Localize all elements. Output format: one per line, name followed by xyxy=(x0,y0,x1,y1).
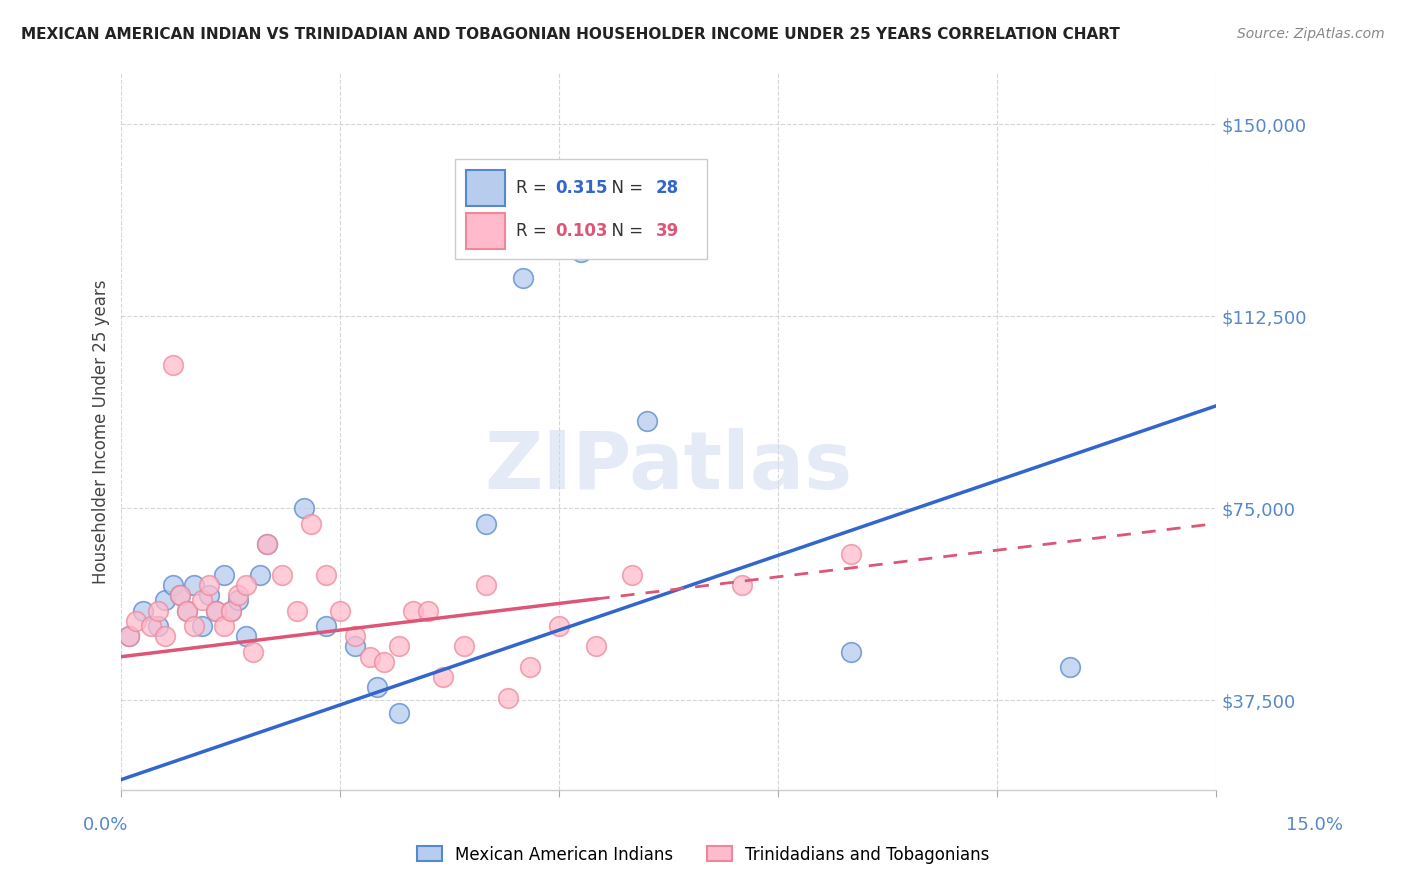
Point xyxy=(585,640,607,654)
Point xyxy=(226,588,249,602)
Point xyxy=(183,619,205,633)
Point xyxy=(183,578,205,592)
Y-axis label: Householder Income Under 25 years: Householder Income Under 25 years xyxy=(93,279,110,583)
Point xyxy=(512,270,534,285)
Point xyxy=(146,619,169,633)
Point xyxy=(388,706,411,720)
Point xyxy=(219,604,242,618)
Point xyxy=(212,619,235,633)
Point xyxy=(205,604,228,618)
Point xyxy=(235,629,257,643)
Point xyxy=(139,619,162,633)
Point xyxy=(162,358,184,372)
Point xyxy=(343,629,366,643)
Point xyxy=(169,588,191,602)
Point xyxy=(285,604,308,618)
Text: 39: 39 xyxy=(655,222,679,240)
Text: 0.103: 0.103 xyxy=(555,222,607,240)
Point xyxy=(519,660,541,674)
Point xyxy=(271,567,294,582)
Point xyxy=(176,604,198,618)
Text: R =: R = xyxy=(516,178,551,196)
Point xyxy=(162,578,184,592)
FancyBboxPatch shape xyxy=(467,169,505,205)
Point xyxy=(839,644,862,658)
Point xyxy=(235,578,257,592)
Text: 0.0%: 0.0% xyxy=(83,816,128,834)
Point xyxy=(839,547,862,561)
Point xyxy=(118,629,141,643)
Point xyxy=(198,578,221,592)
Point xyxy=(388,640,411,654)
Point xyxy=(219,604,242,618)
Point xyxy=(212,567,235,582)
FancyBboxPatch shape xyxy=(467,213,505,249)
Point xyxy=(155,629,177,643)
Point xyxy=(416,604,439,618)
Point xyxy=(366,681,388,695)
Point xyxy=(292,501,315,516)
Point xyxy=(621,567,644,582)
Point xyxy=(299,516,322,531)
Point xyxy=(146,604,169,618)
Point xyxy=(205,604,228,618)
Point xyxy=(249,567,271,582)
Point xyxy=(198,588,221,602)
Text: 15.0%: 15.0% xyxy=(1286,816,1343,834)
Point xyxy=(132,604,155,618)
Point xyxy=(226,593,249,607)
Point xyxy=(176,604,198,618)
Point xyxy=(402,604,425,618)
Point xyxy=(256,537,278,551)
Point xyxy=(359,649,381,664)
Point xyxy=(1059,660,1081,674)
Point xyxy=(498,690,520,705)
Point xyxy=(242,644,264,658)
Point xyxy=(731,578,754,592)
Point xyxy=(256,537,278,551)
Point xyxy=(373,655,395,669)
Point xyxy=(569,245,592,260)
Text: 0.315: 0.315 xyxy=(555,178,607,196)
Point xyxy=(548,619,571,633)
Point xyxy=(190,619,212,633)
Point xyxy=(125,614,148,628)
Text: N =: N = xyxy=(600,178,648,196)
Point xyxy=(169,588,191,602)
Text: R =: R = xyxy=(516,222,551,240)
Point xyxy=(453,640,475,654)
Point xyxy=(155,593,177,607)
Point xyxy=(315,567,337,582)
Text: N =: N = xyxy=(600,222,648,240)
Text: ZIPatlas: ZIPatlas xyxy=(485,428,853,507)
Point xyxy=(315,619,337,633)
Point xyxy=(190,593,212,607)
Legend: Mexican American Indians, Trinidadians and Tobagonians: Mexican American Indians, Trinidadians a… xyxy=(411,839,995,871)
Point xyxy=(343,640,366,654)
Point xyxy=(475,578,498,592)
Text: Source: ZipAtlas.com: Source: ZipAtlas.com xyxy=(1237,27,1385,41)
Point xyxy=(432,670,454,684)
Text: 28: 28 xyxy=(655,178,679,196)
Point xyxy=(329,604,352,618)
Point xyxy=(636,414,658,428)
Point xyxy=(475,516,498,531)
Text: MEXICAN AMERICAN INDIAN VS TRINIDADIAN AND TOBAGONIAN HOUSEHOLDER INCOME UNDER 2: MEXICAN AMERICAN INDIAN VS TRINIDADIAN A… xyxy=(21,27,1121,42)
Point xyxy=(118,629,141,643)
FancyBboxPatch shape xyxy=(456,159,707,260)
